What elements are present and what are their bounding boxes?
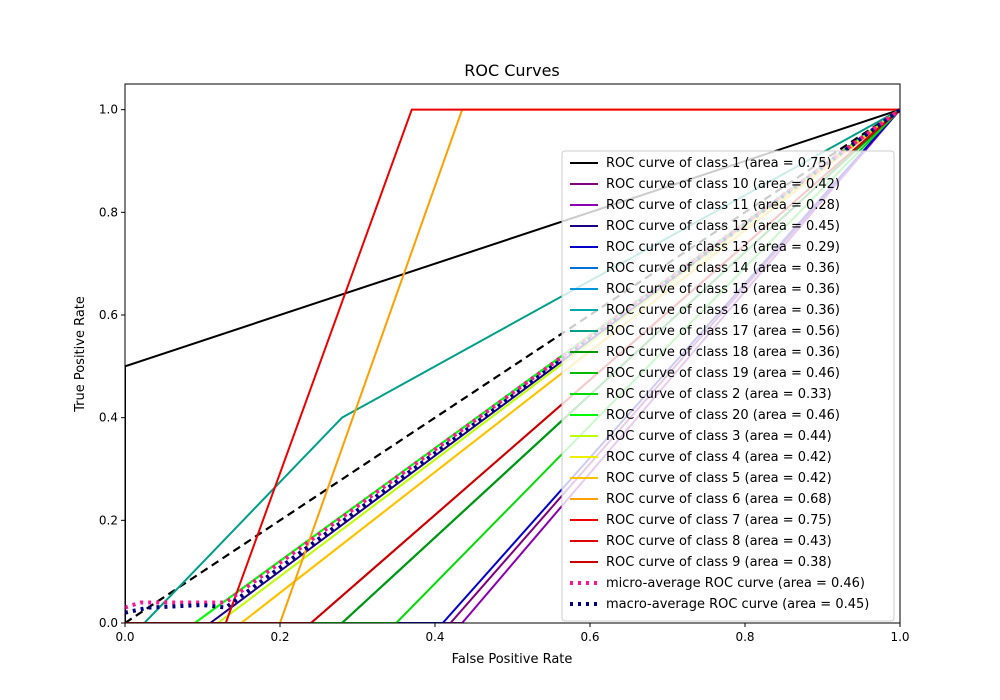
x-tick-label: 0.8 [735,630,754,644]
legend-label-6: ROC curve of class 14 (area = 0.36) [606,261,840,276]
y-tick-label: 0.2 [99,513,118,527]
legend-label-21: micro-average ROC curve (area = 0.46) [606,576,865,591]
legend-label-18: ROC curve of class 7 (area = 0.75) [606,513,832,528]
x-axis-label: False Positive Rate [452,652,573,667]
y-tick-label: 0.8 [99,205,118,219]
x-tick-label: 1.0 [890,630,909,644]
y-tick-label: 0.4 [99,411,118,425]
legend-label-22: macro-average ROC curve (area = 0.45) [606,597,869,612]
ticks: 0.0 0.2 0.4 0.6 0.8 1.0 0.0 0.2 0.4 0.6 0.8 1.0 [99,103,910,644]
x-tick-label: 0.2 [270,630,289,644]
x-tick-label: 0.4 [425,630,444,644]
legend-label-12: ROC curve of class 2 (area = 0.33) [606,387,832,402]
legend-label-9: ROC curve of class 17 (area = 0.56) [606,324,840,339]
chart-title: ROC Curves [464,61,560,80]
y-tick-label: 1.0 [99,103,118,117]
legend-label-15: ROC curve of class 4 (area = 0.42) [606,450,832,465]
legend-label-2: ROC curve of class 10 (area = 0.42) [606,177,840,192]
legend-label-7: ROC curve of class 15 (area = 0.36) [606,282,840,297]
legend-label-5: ROC curve of class 13 (area = 0.29) [606,240,840,255]
legend: ROC curve of class 1 (area = 0.75) ROC cu… [561,150,895,622]
y-tick-label: 0.0 [99,616,118,630]
legend-label-14: ROC curve of class 3 (area = 0.44) [606,429,832,444]
legend-label-1: ROC curve of class 1 (area = 0.75) [606,156,832,171]
legend-label-4: ROC curve of class 12 (area = 0.45) [606,219,840,234]
legend-label-19: ROC curve of class 8 (area = 0.43) [606,534,832,549]
legend-label-11: ROC curve of class 19 (area = 0.46) [606,366,840,381]
y-axis-label: True Positive Rate [73,296,88,413]
legend-label-3: ROC curve of class 11 (area = 0.28) [606,198,840,213]
legend-label-20: ROC curve of class 9 (area = 0.38) [606,555,832,570]
x-tick-label: 0.6 [580,630,599,644]
legend-label-8: ROC curve of class 16 (area = 0.36) [606,303,840,318]
series-line-21 [125,108,900,610]
y-tick-label: 0.6 [99,308,118,322]
legend-label-16: ROC curve of class 5 (area = 0.42) [606,471,832,486]
x-tick-label: 0.0 [115,630,134,644]
plot-frame [124,83,901,624]
legend-label-13: ROC curve of class 20 (area = 0.46) [606,408,840,423]
series-line-18 [125,108,900,623]
legend-box [561,150,895,622]
legend-label-10: ROC curve of class 18 (area = 0.36) [606,345,840,360]
legend-label-17: ROC curve of class 6 (area = 0.68) [606,492,832,507]
